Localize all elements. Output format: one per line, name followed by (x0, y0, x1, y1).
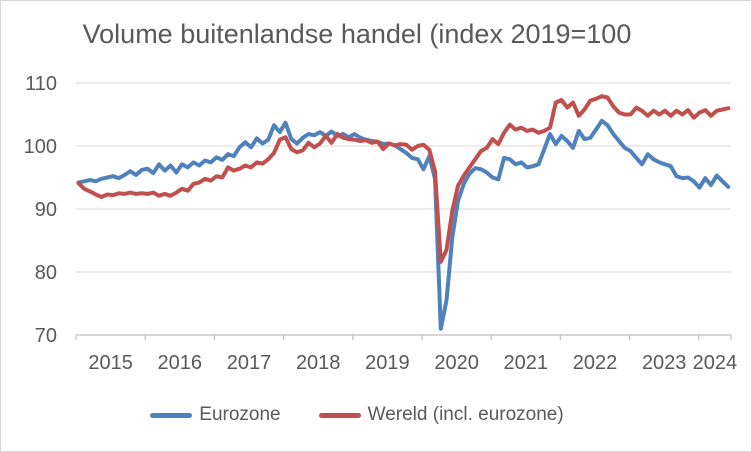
x-axis-label-2020: 2020 (434, 352, 479, 374)
y-axis-label-110: 110 (25, 73, 57, 95)
y-axis-label-90: 90 (35, 199, 57, 221)
y-axis-label-70: 70 (35, 325, 57, 347)
y-axis-label-100: 100 (24, 136, 57, 158)
wereld-line-swatch-icon (318, 412, 361, 418)
x-axis-label-2024: 2024 (693, 352, 738, 374)
wereld-line (76, 94, 731, 264)
x-axis-label-2023: 2023 (642, 352, 687, 374)
chart-title: Volume buitenlandse handel (index 2019=1… (82, 19, 632, 49)
eurozone-line-swatch-icon (150, 412, 193, 418)
legend-label-eurozone: Eurozone (199, 404, 281, 425)
x-axis-label-2016: 2016 (158, 352, 203, 374)
eurozone-line (76, 118, 731, 331)
legend-item-wereld: Wereld (incl. eurozone) (318, 404, 564, 426)
legend-label-wereld: Wereld (incl. eurozone) (367, 404, 564, 425)
x-axis-label-2022: 2022 (573, 352, 618, 374)
chart-legend: Eurozone Wereld (incl. eurozone) (1, 404, 713, 426)
x-axis-label-2018: 2018 (296, 352, 341, 374)
x-axis-label-2019: 2019 (365, 352, 410, 374)
x-axis-label-2017: 2017 (227, 352, 272, 374)
x-axis-label-2015: 2015 (88, 352, 133, 374)
legend-item-eurozone: Eurozone (150, 404, 281, 426)
x-axis-label-2021: 2021 (504, 352, 549, 374)
y-axis-label-80: 80 (35, 262, 57, 284)
